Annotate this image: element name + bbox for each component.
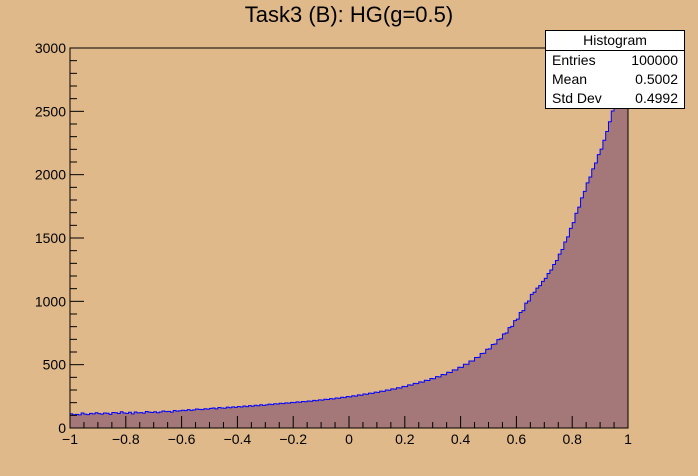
stats-label: Mean [552, 71, 588, 87]
x-tick-label: −0.2 [279, 431, 307, 447]
stats-value: 100000 [631, 52, 678, 68]
y-tick-label: 1500 [35, 230, 66, 246]
stats-row-entries: Entries 100000 [546, 51, 684, 70]
axes: 0 500 1000 1500 2000 2500 3000 −1 −0.8 −0.6 −0.4 −0… [35, 40, 632, 447]
histogram-outline [69, 47, 629, 428]
x-tick-label: −1 [62, 431, 78, 447]
stats-value: 0.5002 [635, 71, 678, 87]
y-tick-label: 1000 [35, 293, 66, 309]
stats-label: Std Dev [552, 90, 602, 106]
stats-box: Histogram Entries 100000 Mean 0.5002 Std… [545, 30, 685, 109]
stats-title: Histogram [546, 31, 684, 51]
stats-label: Entries [552, 52, 596, 68]
x-tick-label: 0.8 [562, 431, 582, 447]
x-tick-label: 0.2 [395, 431, 415, 447]
stats-row-stddev: Std Dev 0.4992 [546, 89, 684, 108]
y-tick-label: 500 [43, 357, 67, 373]
stats-value: 0.4992 [635, 90, 678, 106]
y-tick-label: 0 [58, 420, 66, 436]
x-tick-label: −0.4 [224, 431, 252, 447]
chart-title: Task3 (B): HG(g=0.5) [244, 2, 454, 27]
x-tick-label: 0 [345, 431, 353, 447]
x-tick-label: 0.6 [507, 431, 527, 447]
x-tick-label: −0.8 [112, 431, 140, 447]
x-tick-label: 1 [624, 431, 632, 447]
y-tick-label: 2500 [35, 103, 66, 119]
stats-row-mean: Mean 0.5002 [546, 70, 684, 89]
x-tick-label: 0.4 [451, 431, 471, 447]
histogram-fill [70, 48, 628, 428]
x-tick-label: −0.6 [168, 431, 196, 447]
y-tick-label: 3000 [35, 40, 66, 56]
y-tick-label: 2000 [35, 167, 66, 183]
